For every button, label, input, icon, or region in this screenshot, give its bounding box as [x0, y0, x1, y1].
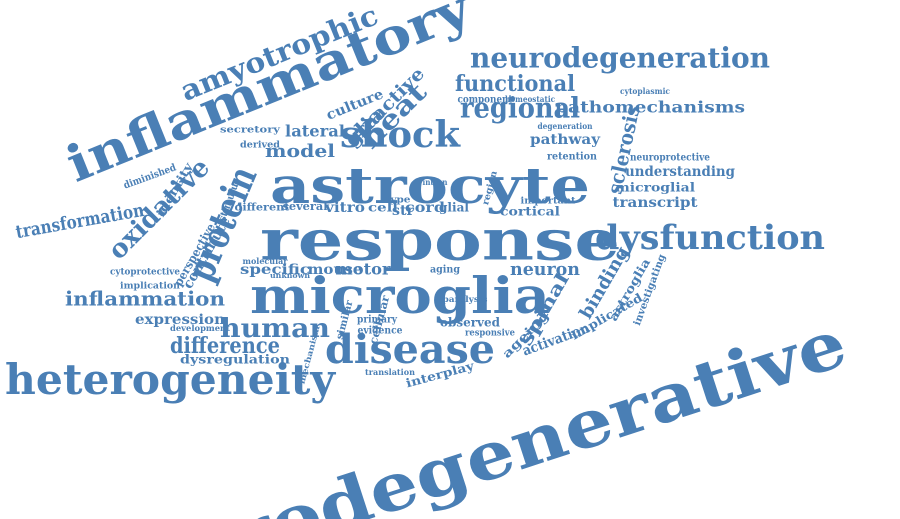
word-microglia: microglia: [250, 266, 550, 325]
word-neuroprotective: neuroprotective: [630, 153, 710, 164]
word-understanding: understanding: [625, 164, 735, 180]
word-neuron: neuron: [510, 259, 580, 280]
word-type: type: [386, 196, 411, 206]
word-implication: implication: [120, 282, 180, 292]
word-pathway: pathway: [530, 132, 601, 148]
word-motor: motor: [336, 260, 392, 279]
word-primary: primary: [357, 315, 398, 326]
word-functional: functional: [455, 71, 575, 97]
word-responsive: responsive: [465, 329, 515, 339]
word-transcript: transcript: [613, 195, 699, 211]
word-dysregulation: dysregulation: [180, 353, 290, 367]
word-degeneration: degeneration: [538, 121, 593, 131]
word-retention: retention: [547, 152, 598, 163]
word-layer: neurodegenerativeresponseastrocytemicrog…: [5, 0, 856, 519]
word-cytoprotective: cytoprotective: [110, 268, 180, 278]
word-intron: intron: [423, 177, 448, 187]
word-specific: specific: [240, 262, 310, 278]
word-expression: expression: [135, 312, 225, 328]
word-cytoplasmic: cytoplasmic: [620, 86, 670, 96]
word-component: component: [458, 95, 513, 106]
word-model: model: [265, 141, 335, 162]
word-derived: derived: [240, 141, 281, 151]
word-aging: aging: [430, 265, 460, 276]
word-secretory: secretory: [220, 126, 281, 136]
word-cortical: cortical: [500, 205, 561, 219]
word-astrocyte: astrocyte: [270, 156, 590, 215]
word-human: human: [220, 314, 330, 344]
word-cord: cord: [405, 200, 445, 216]
word-disease: disease: [325, 326, 495, 373]
word-regional: regional: [460, 92, 580, 125]
word-paralysis: paralysis: [443, 294, 489, 304]
word-str: str: [392, 203, 415, 219]
word-heterogeneity: heterogeneity: [5, 355, 337, 404]
word-molecular: molecular: [243, 256, 289, 266]
word-glial: glial: [439, 201, 469, 215]
word-translation: translation: [365, 367, 415, 377]
word-development: development: [170, 323, 230, 333]
word-shock: shock: [340, 114, 461, 156]
word-homeostatic: homeostatic: [505, 94, 555, 104]
word-microglial: microglial: [615, 181, 696, 195]
word-response: response: [260, 208, 620, 274]
word-dysfunction: dysfunction: [595, 218, 825, 258]
word-mouse: mouse: [308, 262, 363, 278]
word-observed: observed: [440, 316, 501, 330]
word-neurodegeneration: neurodegeneration: [470, 42, 770, 75]
word-different: different: [235, 203, 290, 214]
word-unknown: unknown: [270, 271, 310, 280]
word-cell: cell: [368, 201, 399, 215]
word-difference: difference: [170, 333, 280, 359]
word-inflammation: inflammation: [65, 287, 225, 311]
word-several: several: [283, 200, 328, 213]
word-evidence: evidence: [358, 326, 403, 337]
word-lateral: lateral: [285, 122, 345, 141]
word-pathomechanisms: pathomechanisms: [555, 98, 745, 117]
word-vitro: vitro: [324, 200, 365, 216]
word-important: important: [521, 197, 577, 207]
